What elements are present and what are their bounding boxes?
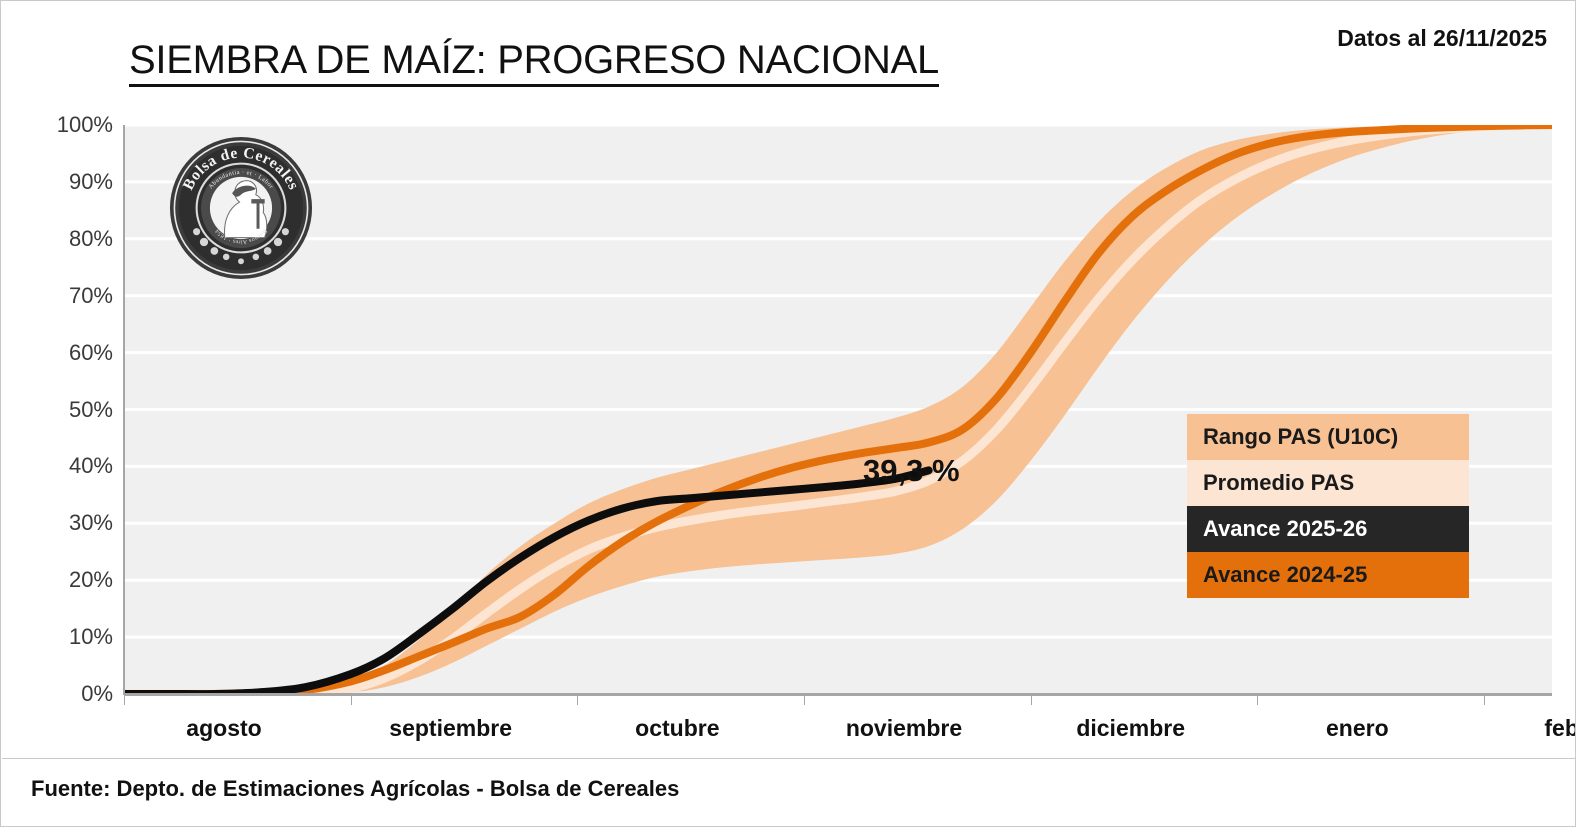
series-line-promedio-pas	[124, 125, 1552, 694]
x-axis-tick-label: agosto	[186, 715, 262, 741]
line-series	[124, 125, 1552, 694]
x-axis-tick-label: enero	[1326, 715, 1389, 741]
legend-item-1[interactable]: Promedio PAS	[1187, 460, 1469, 506]
x-axis-line	[124, 693, 1552, 696]
x-axis-tick-mark	[577, 694, 579, 705]
legend-item-3[interactable]: Avance 2024-25	[1187, 552, 1469, 598]
x-axis-tick-mark	[1257, 694, 1259, 705]
data-date-note: Datos al 26/11/2025	[1337, 25, 1547, 51]
series-line-avance-2024-25	[124, 125, 1552, 694]
source-note: Fuente: Depto. de Estimaciones Agrícolas…	[31, 776, 680, 801]
page-title: SIEMBRA DE MAÍZ: PROGRESO NACIONAL	[129, 39, 939, 87]
y-axis-tick-label: 30%	[68, 510, 113, 536]
bolsa-de-cereales-logo-icon: Bolsa de Cereales Abundantia · et · Labo…	[167, 134, 315, 282]
y-axis-tick-label: 90%	[68, 168, 113, 194]
y-axis-line	[123, 125, 125, 695]
seal-icon: Bolsa de Cereales Abundantia · et · Labo…	[169, 136, 313, 280]
x-axis-tick-label: diciembre	[1076, 715, 1185, 741]
x-axis-tick-mark	[124, 694, 125, 705]
y-axis-tick-label: 100%	[56, 112, 113, 137]
y-axis-labels: 0% 10% 20% 30% 40% 50% 60% 70% 80% 90% 100%	[25, 1, 113, 826]
x-axis-tick-label: septiembre	[389, 715, 513, 741]
legend-item-label: Promedio PAS	[1203, 470, 1355, 495]
y-axis-tick-label: 0%	[81, 681, 113, 706]
y-axis-tick-label: 50%	[68, 396, 113, 422]
gridlines	[124, 125, 1552, 639]
y-axis-tick-label: 10%	[68, 624, 113, 650]
y-axis-tick-label: 40%	[68, 453, 113, 479]
footer-divider	[2, 758, 1575, 759]
legend-item-2[interactable]: Avance 2025-26	[1187, 506, 1469, 552]
x-axis-labels: agosto septiembre octubre noviembre diciembr…	[1, 715, 1576, 755]
legend-item-label: Rango PAS (U10C)	[1203, 424, 1399, 449]
y-axis-tick-label: 70%	[68, 282, 113, 308]
current-value-callout: 39,3 %	[863, 453, 960, 488]
plot-area	[124, 125, 1552, 694]
x-axis-tick-label: febrero	[1544, 715, 1576, 741]
legend-item-0[interactable]: Rango PAS (U10C)	[1187, 414, 1469, 460]
x-axis-tick-mark	[350, 694, 352, 705]
x-axis-tick-mark	[1484, 694, 1485, 705]
y-axis-tick-label: 60%	[68, 339, 113, 365]
x-axis-tick-mark	[804, 694, 805, 705]
x-axis-tick-label: octubre	[635, 715, 720, 741]
x-axis-tick-label: noviembre	[845, 715, 963, 741]
chart-canvas	[124, 125, 1552, 694]
series-line-avance-2025-26	[124, 470, 929, 694]
y-axis-tick-label: 80%	[68, 225, 113, 251]
legend-item-label: Avance 2025-26	[1203, 516, 1368, 541]
chart-legend: Rango PAS (U10C) Promedio PAS Avance 2025-…	[1187, 414, 1469, 598]
x-axis-tick-mark	[1030, 694, 1032, 705]
legend-item-label: Avance 2024-25	[1203, 562, 1368, 587]
y-axis-tick-label: 20%	[68, 567, 113, 593]
